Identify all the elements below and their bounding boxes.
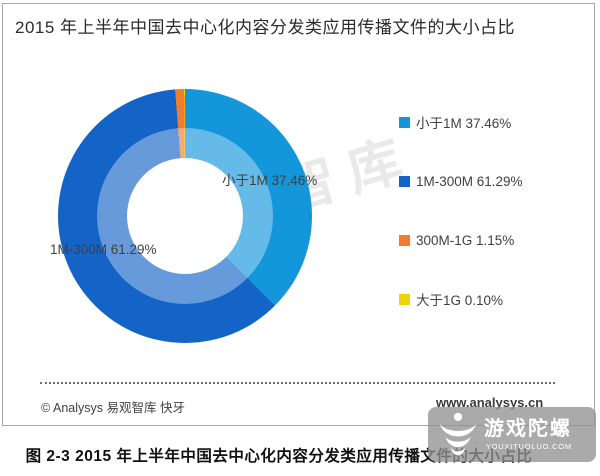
legend-label: 大于1G 0.10%: [416, 293, 504, 308]
logo-domain: YOUXITUOLUO.COM: [485, 442, 572, 451]
youxituoluo-watermark-badge: 游戏陀螺 YOUXITUOLUO.COM: [428, 407, 596, 462]
chart-title: 2015 年上半年中国去中心化内容分发类应用传播文件的大小占比: [15, 18, 516, 37]
donut-ring: [58, 89, 312, 343]
legend-swatch-orange: [399, 234, 410, 246]
figure-caption: 图 2-3 2015 年上半年中国去中心化内容分发类应用传播文件的大小占比: [25, 448, 533, 465]
chart-container: 2015 年上半年中国去中心化内容分发类应用传播文件的大小占比 易观智库 小于1…: [2, 3, 595, 426]
footer-divider: [40, 382, 555, 384]
legend-label: 小于1M 37.46%: [416, 116, 512, 131]
legend-item-over-1g: 大于1G 0.10%: [399, 291, 523, 308]
slice-label-under-1m: 小于1M 37.46%: [222, 173, 318, 188]
slice-label-1m-300m: 1M-300M 61.29%: [50, 242, 157, 257]
website-url: www.analysys.cn: [436, 395, 544, 410]
legend-label: 300M-1G 1.15%: [416, 232, 515, 248]
logo-text-block: 游戏陀螺 YOUXITUOLUO.COM: [484, 417, 572, 452]
source-credit: © Analysys 易观智库 快牙: [41, 401, 185, 415]
legend: 小于1M 37.46% 1M-300M 61.29% 300M-1G 1.15%…: [399, 114, 523, 308]
legend-swatch-yellow: [399, 293, 410, 305]
legend-swatch-light-blue: [399, 116, 410, 128]
donut-hole: [127, 158, 243, 274]
legend-item-under-1m: 小于1M 37.46%: [399, 114, 523, 131]
legend-label: 1M-300M 61.29%: [416, 173, 523, 189]
logo-name: 游戏陀螺: [484, 418, 572, 440]
spinning-top-icon: [439, 412, 477, 455]
legend-item-1m-300m: 1M-300M 61.29%: [399, 173, 523, 189]
legend-item-300m-1g: 300M-1G 1.15%: [399, 232, 523, 248]
legend-swatch-dark-blue: [399, 175, 410, 187]
